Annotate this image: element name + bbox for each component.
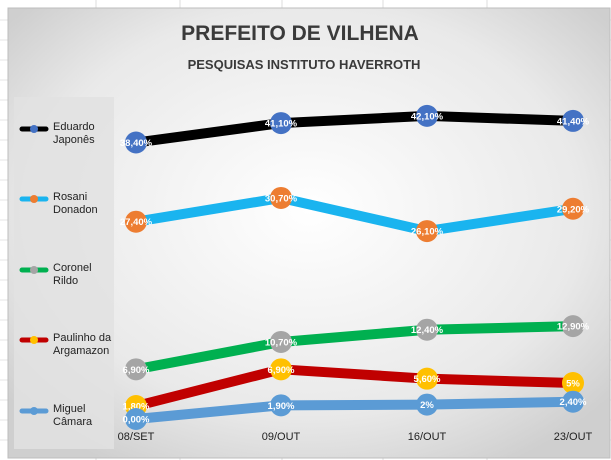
data-label: 5% [566, 379, 580, 390]
data-point[interactable] [562, 315, 584, 338]
legend-label: Paulinho da Argamazon [53, 332, 112, 357]
data-label: 6,90% [123, 365, 150, 376]
legend-box [14, 97, 114, 449]
chart-title: PREFEITO DE VILHENA [181, 22, 419, 45]
legend: Eduardo Japonês Rosani Donadon Coronel Rildo P… [19, 121, 112, 428]
x-tick-label: 16/OUT [408, 431, 447, 443]
data-label: 6,90% [268, 365, 295, 376]
data-point[interactable] [270, 112, 292, 135]
data-point[interactable] [416, 367, 438, 390]
x-tick-label: 08/SET [118, 431, 155, 443]
data-point[interactable] [270, 330, 292, 353]
legend-label: Miguel Câmara [53, 403, 93, 428]
legend-swatch-marker [30, 195, 38, 203]
data-label: 42,10% [411, 111, 444, 122]
data-label: 2,40% [560, 397, 587, 408]
data-label: 27,40% [120, 217, 153, 228]
x-tick-label: 23/OUT [554, 431, 593, 443]
data-label: 29,20% [557, 204, 590, 215]
data-label: 10,70% [265, 337, 298, 348]
series-layer: 38,40% 41,10% 42,10% 41,40% 27,40% 30,70% 26,1… [120, 104, 590, 430]
series-line [135, 321, 574, 375]
data-label: 12,40% [411, 325, 444, 336]
data-point[interactable] [562, 390, 584, 413]
data-label: 2% [420, 400, 434, 411]
data-label: 30,70% [265, 193, 298, 204]
data-point[interactable] [562, 372, 584, 394]
legend-swatch-marker [30, 125, 38, 133]
x-axis: 08/SET 09/OUT 16/OUT 23/OUT [118, 431, 593, 443]
series-line [135, 110, 574, 148]
data-point[interactable] [125, 210, 147, 233]
data-point[interactable] [125, 408, 147, 430]
data-point[interactable] [270, 186, 292, 209]
data-label: 1,80% [123, 402, 150, 413]
data-point[interactable] [562, 197, 584, 220]
data-point[interactable] [562, 109, 584, 132]
legend-label: Rosani Donadon [53, 191, 98, 216]
chart-subtitle: PESQUISAS INSTITUTO HAVERROTH [188, 57, 421, 72]
series-line [135, 192, 574, 237]
legend-label: Eduardo Japonês [53, 121, 95, 146]
data-label: 0,00% [123, 415, 150, 426]
legend-swatch-marker [30, 266, 38, 274]
data-point[interactable] [416, 104, 438, 127]
data-label: 12,90% [557, 322, 590, 333]
data-label: 1,90% [268, 401, 295, 412]
legend-swatch-marker [30, 336, 38, 344]
series-line [134, 364, 574, 411]
data-label: 41,40% [557, 116, 590, 127]
data-label: 41,10% [265, 119, 298, 130]
data-label: 38,40% [120, 138, 153, 149]
data-point[interactable] [416, 393, 438, 416]
data-point[interactable] [270, 394, 292, 417]
data-point[interactable] [270, 358, 292, 381]
series-line [135, 396, 574, 424]
legend-swatch-marker [30, 407, 38, 415]
data-point[interactable] [416, 318, 438, 341]
data-point[interactable] [125, 358, 147, 381]
legend-label: Coronel Rildo [53, 262, 92, 287]
data-point[interactable] [416, 220, 438, 243]
x-tick-label: 09/OUT [262, 431, 301, 443]
data-label: 5,60% [414, 374, 441, 385]
data-point[interactable] [125, 131, 147, 154]
data-label: 26,10% [411, 227, 444, 238]
